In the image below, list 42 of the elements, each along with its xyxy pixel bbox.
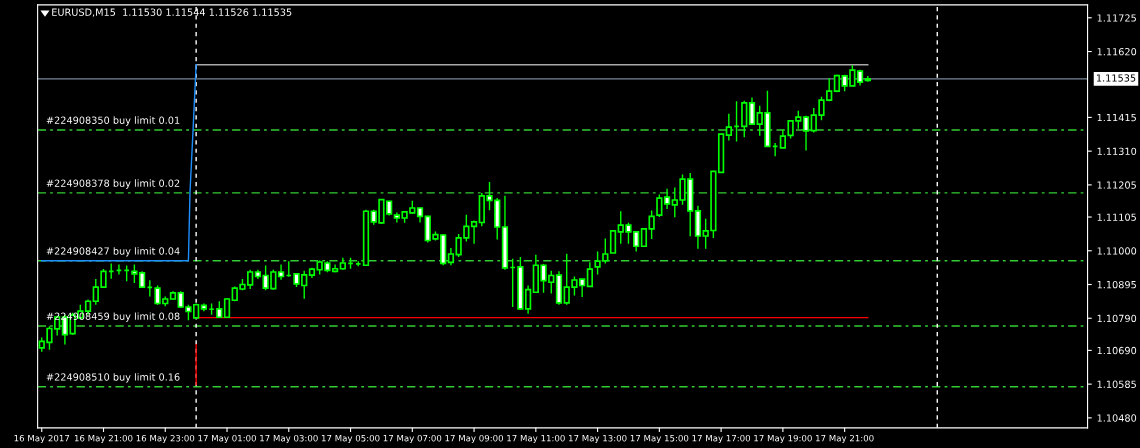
x-tick-label: 17 May 21:00 bbox=[816, 434, 874, 444]
y-tick-label: 1.10585 bbox=[1097, 380, 1136, 388]
y-tick-label: 1.10895 bbox=[1097, 280, 1136, 289]
y-tick-label: 1.11725 bbox=[1097, 14, 1136, 22]
y-tick-label: 1.10480 bbox=[1097, 414, 1137, 422]
ref-line-label: #224908510 buy limit 0.16 bbox=[46, 373, 180, 383]
y-tick-label: 1.11310 bbox=[1097, 147, 1137, 155]
x-tick-label: 17 May 15:00 bbox=[630, 434, 689, 444]
x-tick-label: 17 May 19:00 bbox=[754, 434, 812, 444]
candlestick bbox=[586, 261, 594, 288]
x-tick-label: 17 May 03:00 bbox=[260, 434, 318, 444]
candlestick bbox=[663, 188, 671, 210]
y-tick-label: 1.11620 bbox=[1097, 48, 1137, 56]
y-tick-label: 1.10790 bbox=[1097, 314, 1137, 323]
y-tick-label: 1.11105 bbox=[1097, 213, 1136, 221]
candlestick bbox=[748, 96, 756, 125]
y-tick-label: 1.11415 bbox=[1097, 114, 1136, 122]
line-series bbox=[41, 64, 197, 262]
x-tick-label: 17 May 11:00 bbox=[507, 434, 565, 444]
candlestick bbox=[741, 99, 748, 139]
ref-line-label: #224908350 buy limit 0.01 bbox=[46, 116, 180, 126]
y-tick-label: 1.11205 bbox=[1097, 181, 1136, 189]
candlestick bbox=[609, 230, 617, 254]
x-tick-label: 17 May 13:00 bbox=[569, 434, 627, 444]
x-tick-label: 17 May 05:00 bbox=[321, 434, 380, 444]
y-tick-label: 1.11000 bbox=[1097, 247, 1137, 255]
candlestick bbox=[656, 193, 663, 218]
candlestick bbox=[802, 115, 810, 152]
ref-line-label: #224908378 buy limit 0.02 bbox=[46, 179, 180, 189]
x-tick-label: 16 May 21:00 bbox=[74, 434, 133, 444]
candlestick bbox=[725, 113, 732, 142]
y-tick-label: 1.10690 bbox=[1097, 346, 1137, 355]
x-tick-label: 17 May 17:00 bbox=[692, 434, 751, 444]
x-tick-label: 17 May 09:00 bbox=[445, 434, 504, 444]
x-tick-label: 16 May 2017 bbox=[14, 434, 70, 444]
x-tick-label: 17 May 01:00 bbox=[198, 434, 256, 444]
candlestick bbox=[223, 297, 231, 319]
chart-title: EURUSD,M15 1.11530 1.11544 1.11526 1.11535 bbox=[52, 8, 292, 17]
ref-line-label: #224908427 buy limit 0.04 bbox=[46, 247, 180, 257]
x-tick-label: 17 May 07:00 bbox=[383, 434, 442, 444]
x-tick-label: 16 May 23:00 bbox=[136, 434, 195, 444]
ref-line-label: 1.11535 bbox=[1096, 74, 1136, 82]
